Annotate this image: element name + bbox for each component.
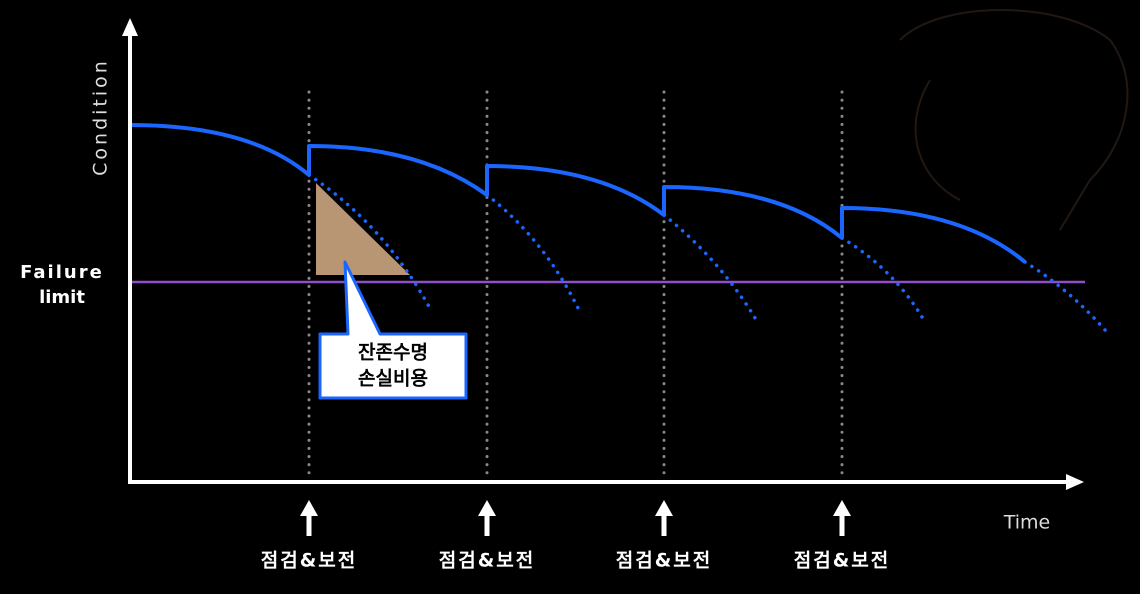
condition-curve xyxy=(129,123,1027,264)
x-axis-arrow xyxy=(1066,474,1084,490)
inspection-label: 점검&보전 xyxy=(439,550,536,572)
callout-text: 손실비용 xyxy=(358,368,428,390)
inspection-arrow-head xyxy=(655,500,673,516)
y-axis-arrow xyxy=(122,18,138,36)
loss-triangle xyxy=(316,183,410,275)
x-axis-label: Time xyxy=(1003,512,1051,534)
callout-box xyxy=(318,260,468,400)
failure-limit-label: limit xyxy=(39,287,85,308)
decoration xyxy=(899,9,1129,231)
degradation-dotted xyxy=(307,173,1107,332)
inspection-arrow-head xyxy=(300,500,318,516)
failure-limit-label: Failure xyxy=(20,262,104,283)
callout-text: 잔존수명 xyxy=(358,342,428,364)
y-axis-label: Condition xyxy=(90,58,112,176)
inspection-arrow-head xyxy=(478,500,496,516)
inspection-arrow-head xyxy=(833,500,851,516)
inspection-label: 점검&보전 xyxy=(794,550,891,572)
inspection-label: 점검&보전 xyxy=(616,550,713,572)
inspection-label: 점검&보전 xyxy=(261,550,358,572)
